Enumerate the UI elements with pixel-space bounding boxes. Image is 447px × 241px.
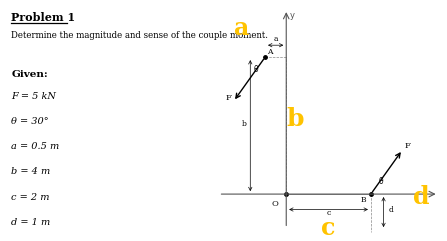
Text: O: O [272,200,278,208]
Text: A: A [267,48,273,56]
Text: a: a [234,16,249,40]
Text: Determine the magnitude and sense of the couple moment.: Determine the magnitude and sense of the… [11,31,268,40]
Text: a = 0.5 m: a = 0.5 m [11,142,59,151]
Text: b: b [287,107,304,131]
Text: F = 5 kN: F = 5 kN [11,92,56,100]
Text: c: c [326,209,331,217]
Text: c: c [321,216,336,240]
Text: θ: θ [379,177,383,186]
Text: b = 4 m: b = 4 m [11,167,51,176]
Text: θ = 30°: θ = 30° [11,117,49,126]
Text: d: d [388,206,393,214]
Text: θ: θ [253,65,258,74]
Text: c = 2 m: c = 2 m [11,193,50,202]
Text: Problem 1: Problem 1 [11,12,75,23]
Text: y: y [290,11,295,20]
Text: d: d [413,185,430,209]
Text: F: F [405,142,411,150]
Text: B: B [360,196,366,204]
Text: d = 1 m: d = 1 m [11,218,51,227]
Text: b: b [241,120,246,128]
Text: Given:: Given: [11,70,48,79]
Text: F: F [226,94,232,102]
Text: a: a [274,35,278,43]
